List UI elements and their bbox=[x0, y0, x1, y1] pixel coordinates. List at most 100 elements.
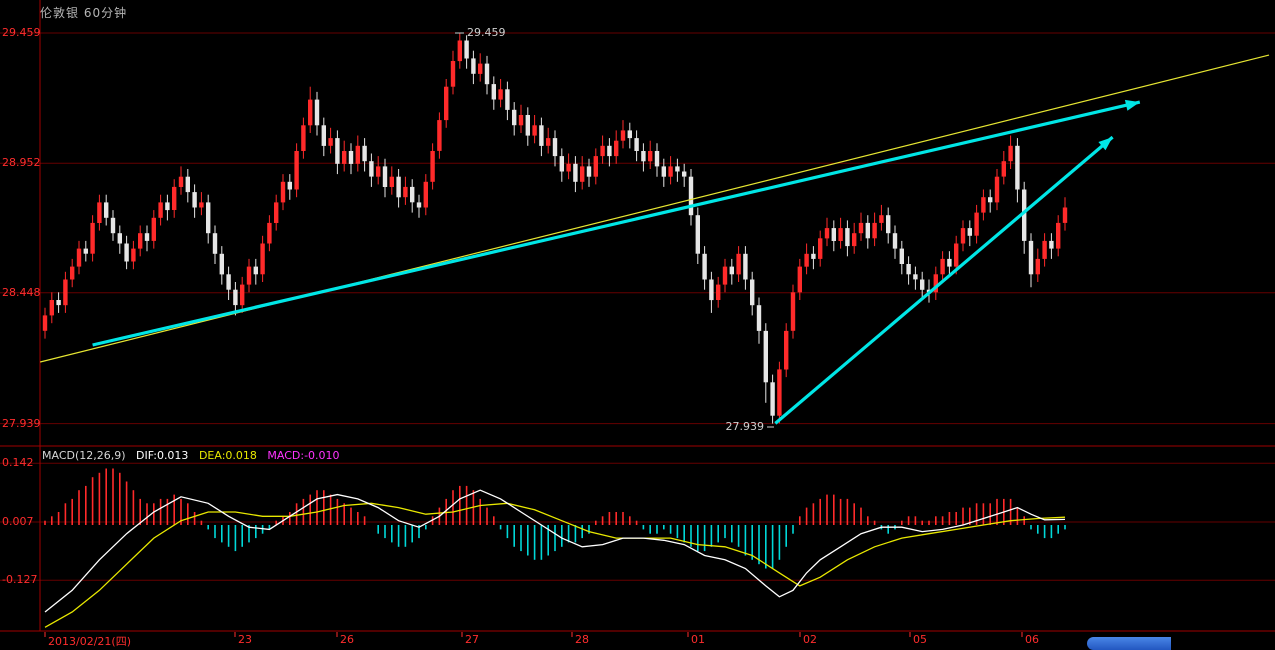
candle-body bbox=[790, 292, 796, 331]
candle-body bbox=[546, 138, 551, 146]
price-axis-label: 28.952 bbox=[2, 156, 41, 169]
macd-layer bbox=[44, 468, 1066, 628]
candle-body bbox=[151, 217, 156, 241]
trend-line-support-cyan[interactable] bbox=[774, 135, 1114, 425]
dif-line bbox=[44, 489, 1066, 613]
candle-body bbox=[471, 58, 476, 74]
candle-body bbox=[756, 305, 762, 331]
candle-body bbox=[403, 186, 408, 198]
price-axis-label: 28.448 bbox=[2, 286, 41, 299]
candle-body bbox=[49, 300, 54, 316]
candle-body bbox=[246, 266, 252, 285]
trend-line-resistance-cyan[interactable] bbox=[92, 100, 1141, 347]
candle-body bbox=[1028, 240, 1034, 275]
candle-body bbox=[607, 145, 612, 157]
candle-body bbox=[1015, 145, 1020, 190]
candle-body bbox=[954, 243, 959, 267]
chart-title: 伦敦银 60分钟 bbox=[40, 6, 128, 20]
candle-body bbox=[382, 166, 388, 187]
candle-body bbox=[437, 120, 442, 151]
candle-body bbox=[233, 289, 238, 306]
arrowhead-icon bbox=[1124, 99, 1140, 111]
candle-body bbox=[777, 369, 782, 416]
candle-body bbox=[158, 202, 163, 218]
macd-formula-label: MACD(12,26,9) bbox=[42, 449, 126, 462]
candle-body bbox=[342, 151, 347, 164]
candle-body bbox=[457, 40, 462, 62]
dea-value-label: DEA:0.018 bbox=[198, 449, 257, 462]
candle-body bbox=[654, 151, 660, 167]
candle-body bbox=[675, 166, 680, 172]
macd-axis-label: -0.127 bbox=[2, 573, 38, 586]
date-label: 02 bbox=[803, 633, 817, 646]
candle-body bbox=[716, 284, 721, 300]
candle-body bbox=[1022, 189, 1027, 241]
taskbar-fragment[interactable] bbox=[1087, 637, 1171, 650]
candle-body bbox=[913, 274, 918, 280]
date-label: 26 bbox=[340, 633, 354, 646]
candle-body bbox=[763, 330, 768, 383]
candle-body bbox=[648, 151, 653, 162]
candle-body bbox=[906, 264, 911, 275]
candle-body bbox=[369, 161, 374, 177]
candle-body bbox=[430, 151, 435, 182]
date-label: 28 bbox=[575, 633, 589, 646]
candle-body bbox=[267, 222, 272, 244]
candle-body bbox=[512, 109, 517, 126]
candle-body bbox=[858, 222, 864, 234]
candle-body bbox=[56, 300, 61, 306]
candle-body bbox=[63, 279, 68, 306]
candle-body bbox=[518, 115, 524, 126]
date-label: 05 bbox=[913, 633, 927, 646]
candle-body bbox=[83, 248, 88, 254]
candle-body bbox=[879, 215, 884, 223]
candle-body bbox=[389, 176, 394, 187]
candle-body bbox=[308, 99, 313, 126]
candle-body bbox=[410, 186, 415, 203]
candle-body bbox=[899, 248, 904, 264]
candle-body bbox=[464, 40, 469, 59]
candle-body bbox=[117, 233, 122, 244]
macd-indicator-header: MACD(12,26,9) DIF:0.013 DEA:0.018 MACD:-… bbox=[42, 449, 347, 462]
candle-body bbox=[274, 202, 279, 223]
candle-body bbox=[688, 176, 694, 216]
date-axis: 2013/02/21(四) 23 26 27 28 01 02 05 06 bbox=[0, 633, 1275, 649]
candle-body bbox=[280, 181, 286, 203]
candle-body bbox=[505, 89, 510, 110]
candle-body bbox=[940, 258, 945, 275]
arrowhead-icon bbox=[1098, 137, 1113, 151]
candle-body bbox=[42, 315, 48, 331]
candle-body bbox=[593, 156, 598, 177]
candle-body bbox=[824, 228, 830, 239]
candle-body bbox=[743, 253, 748, 280]
candle-body bbox=[994, 176, 1000, 203]
candle-body bbox=[668, 166, 673, 177]
candle-body bbox=[539, 125, 544, 146]
date-label: 23 bbox=[238, 633, 252, 646]
candle-body bbox=[90, 222, 95, 254]
candle-body bbox=[97, 202, 102, 223]
candle-body bbox=[682, 171, 687, 177]
candle-body bbox=[138, 233, 143, 249]
date-label: 2013/02/21(四) bbox=[48, 635, 131, 648]
candle-body bbox=[226, 274, 231, 290]
candle-body bbox=[695, 215, 700, 254]
candle-body bbox=[362, 145, 367, 162]
candle-body bbox=[192, 192, 197, 208]
date-label: 27 bbox=[465, 633, 479, 646]
candle-body bbox=[811, 253, 816, 259]
candle-body bbox=[1049, 240, 1054, 249]
candle-body bbox=[634, 138, 639, 151]
candle-body bbox=[498, 89, 503, 100]
candle-body bbox=[886, 215, 891, 234]
candle-body bbox=[206, 202, 211, 234]
candle-body bbox=[1062, 207, 1068, 223]
macd-axis-label: 0.007 bbox=[2, 515, 34, 528]
candle-body bbox=[818, 238, 823, 259]
candles-layer bbox=[42, 33, 1068, 424]
macd-axis-label: 0.142 bbox=[2, 456, 34, 469]
candle-body bbox=[484, 63, 490, 85]
candle-body bbox=[1042, 240, 1047, 259]
candle-body bbox=[702, 253, 707, 280]
